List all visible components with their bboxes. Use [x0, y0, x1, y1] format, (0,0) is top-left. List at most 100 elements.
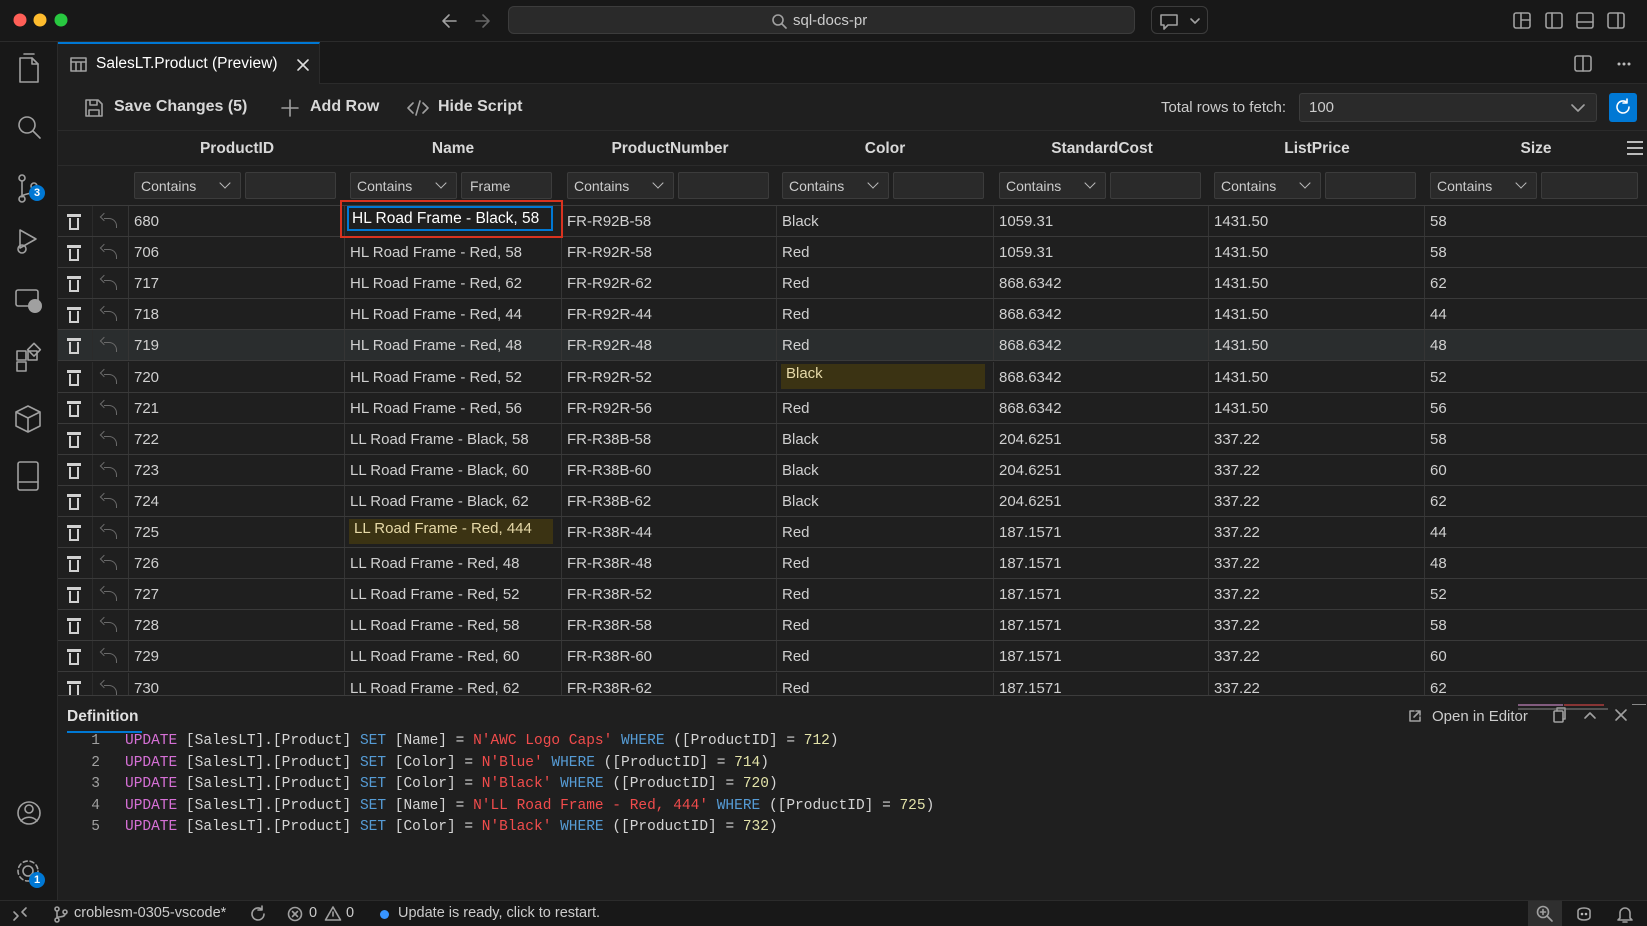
revert-row-button[interactable] — [99, 243, 117, 260]
cell[interactable]: 1431.50 — [1214, 244, 1269, 262]
cell[interactable]: FR-R38R-58 — [567, 617, 653, 635]
cell[interactable]: 718 — [134, 306, 160, 324]
panel-title[interactable]: Definition — [67, 708, 139, 725]
cell[interactable]: 337.22 — [1214, 617, 1260, 635]
revert-row-button[interactable] — [99, 430, 117, 446]
add-row-button[interactable]: Add Row — [310, 98, 380, 115]
cell[interactable]: 868.6342 — [999, 306, 1062, 324]
editor-tab[interactable]: SalesLT.Product (Preview) — [58, 42, 320, 84]
revert-row-button[interactable] — [99, 492, 117, 508]
column-header[interactable]: ListPrice — [1284, 140, 1350, 157]
cell[interactable]: 720 — [134, 368, 160, 386]
filter-input[interactable] — [893, 172, 984, 199]
filter-operator[interactable]: Contains — [782, 172, 889, 199]
cell[interactable]: 722 — [134, 430, 160, 448]
cell[interactable]: 62 — [1430, 275, 1447, 293]
cell[interactable]: Red — [782, 648, 810, 666]
cell[interactable]: 1431.50 — [1214, 368, 1269, 386]
cell[interactable]: 868.6342 — [999, 399, 1062, 417]
cell[interactable]: 1059.31 — [999, 244, 1054, 262]
cell[interactable]: FR-R92R-48 — [567, 337, 653, 355]
cell[interactable]: FR-R92R-52 — [567, 368, 653, 386]
column-header[interactable]: StandardCost — [1051, 140, 1153, 157]
status-icons[interactable] — [1575, 905, 1641, 923]
cell[interactable]: Red — [782, 337, 810, 355]
filter-operator[interactable]: Contains — [567, 172, 674, 199]
cell[interactable]: 58 — [1430, 617, 1447, 635]
cell[interactable]: FR-R38R-44 — [567, 524, 653, 541]
cell[interactable]: 868.6342 — [999, 275, 1062, 293]
cell[interactable]: 724 — [134, 492, 160, 510]
cell[interactable]: 721 — [134, 399, 160, 417]
layout-icons[interactable] — [1512, 11, 1642, 31]
hide-script-button[interactable]: Hide Script — [438, 98, 523, 115]
cell[interactable]: 58 — [1430, 430, 1447, 448]
revert-row-button[interactable] — [99, 274, 117, 291]
revert-row-button[interactable] — [99, 523, 117, 539]
cell[interactable]: LL Road Frame - Black, 60 — [350, 461, 529, 479]
cell[interactable]: 48 — [1430, 337, 1447, 355]
cell[interactable]: LL Road Frame - Black, 58 — [350, 430, 529, 448]
delete-row-button[interactable] — [67, 307, 81, 324]
column-header[interactable]: Name — [431, 140, 475, 157]
cell[interactable]: 187.1571 — [999, 617, 1062, 635]
update-message[interactable]: Update is ready, click to restart. — [398, 905, 601, 921]
cell[interactable]: 62 — [1430, 679, 1447, 696]
cell[interactable]: 727 — [134, 586, 160, 604]
revert-row-button[interactable] — [99, 554, 117, 571]
activity-icons[interactable] — [0, 42, 58, 900]
cell[interactable]: Red — [782, 275, 810, 293]
edited-cell[interactable]: LL Road Frame - Red, 444 — [349, 519, 553, 545]
filter-input[interactable] — [678, 172, 769, 199]
cell[interactable]: 730 — [134, 679, 160, 696]
delete-row-button[interactable] — [67, 462, 81, 479]
cell[interactable]: FR-R92R-56 — [567, 399, 653, 417]
cell[interactable]: Red — [782, 679, 810, 696]
cell[interactable]: 204.6251 — [999, 461, 1062, 479]
cell[interactable]: 868.6342 — [999, 368, 1062, 386]
cell[interactable]: FR-R38B-62 — [567, 492, 652, 510]
cell[interactable]: Red — [782, 617, 810, 635]
delete-row-button[interactable] — [67, 276, 81, 293]
cell[interactable]: FR-R38R-60 — [567, 648, 653, 666]
open-in-editor[interactable]: Open in Editor — [1432, 708, 1528, 725]
column-menu[interactable] — [1627, 141, 1643, 155]
revert-row-button[interactable] — [99, 399, 117, 415]
cell[interactable]: Red — [782, 306, 810, 324]
delete-row-button[interactable] — [67, 245, 81, 262]
cell[interactable]: FR-R38R-62 — [567, 679, 653, 696]
remote-icon[interactable] — [12, 906, 28, 922]
editor-actions[interactable] — [1573, 54, 1643, 74]
cell[interactable]: Red — [782, 399, 810, 417]
cell[interactable]: 725 — [134, 524, 160, 541]
cell[interactable]: 1059.31 — [999, 213, 1054, 230]
column-header[interactable]: ProductNumber — [611, 140, 729, 157]
cell-editor[interactable]: HL Road Frame - Black, 58 — [347, 206, 553, 232]
cell[interactable]: 204.6251 — [999, 492, 1062, 510]
cell[interactable]: 52 — [1430, 368, 1447, 386]
cell[interactable]: 187.1571 — [999, 555, 1062, 573]
rows-dropdown[interactable]: 100 — [1299, 93, 1597, 122]
cell[interactable]: HL Road Frame - Red, 44 — [350, 306, 523, 324]
cell[interactable]: Black — [782, 213, 819, 230]
delete-row-button[interactable] — [67, 587, 81, 604]
cell[interactable]: 868.6342 — [999, 337, 1062, 355]
revert-row-button[interactable] — [99, 585, 117, 602]
cell[interactable]: 1431.50 — [1214, 275, 1269, 293]
cell[interactable]: 60 — [1430, 648, 1447, 666]
revert-row-button[interactable] — [99, 337, 117, 353]
cell[interactable]: 1431.50 — [1214, 399, 1269, 417]
cell[interactable]: FR-R92R-44 — [567, 306, 653, 324]
cell[interactable]: LL Road Frame - Red, 58 — [350, 617, 520, 635]
delete-row-button[interactable] — [67, 214, 81, 230]
cell[interactable]: 723 — [134, 461, 160, 479]
filter-input[interactable] — [1110, 172, 1201, 199]
cell[interactable]: 187.1571 — [999, 524, 1062, 541]
filter-input[interactable] — [1325, 172, 1416, 199]
cell[interactable]: FR-R38B-58 — [567, 430, 652, 448]
cell[interactable]: Red — [782, 524, 810, 541]
cell[interactable]: 337.22 — [1214, 679, 1260, 696]
cell[interactable]: Red — [782, 555, 810, 573]
cell[interactable]: 337.22 — [1214, 524, 1260, 541]
warnings[interactable]: 0 — [346, 905, 355, 921]
